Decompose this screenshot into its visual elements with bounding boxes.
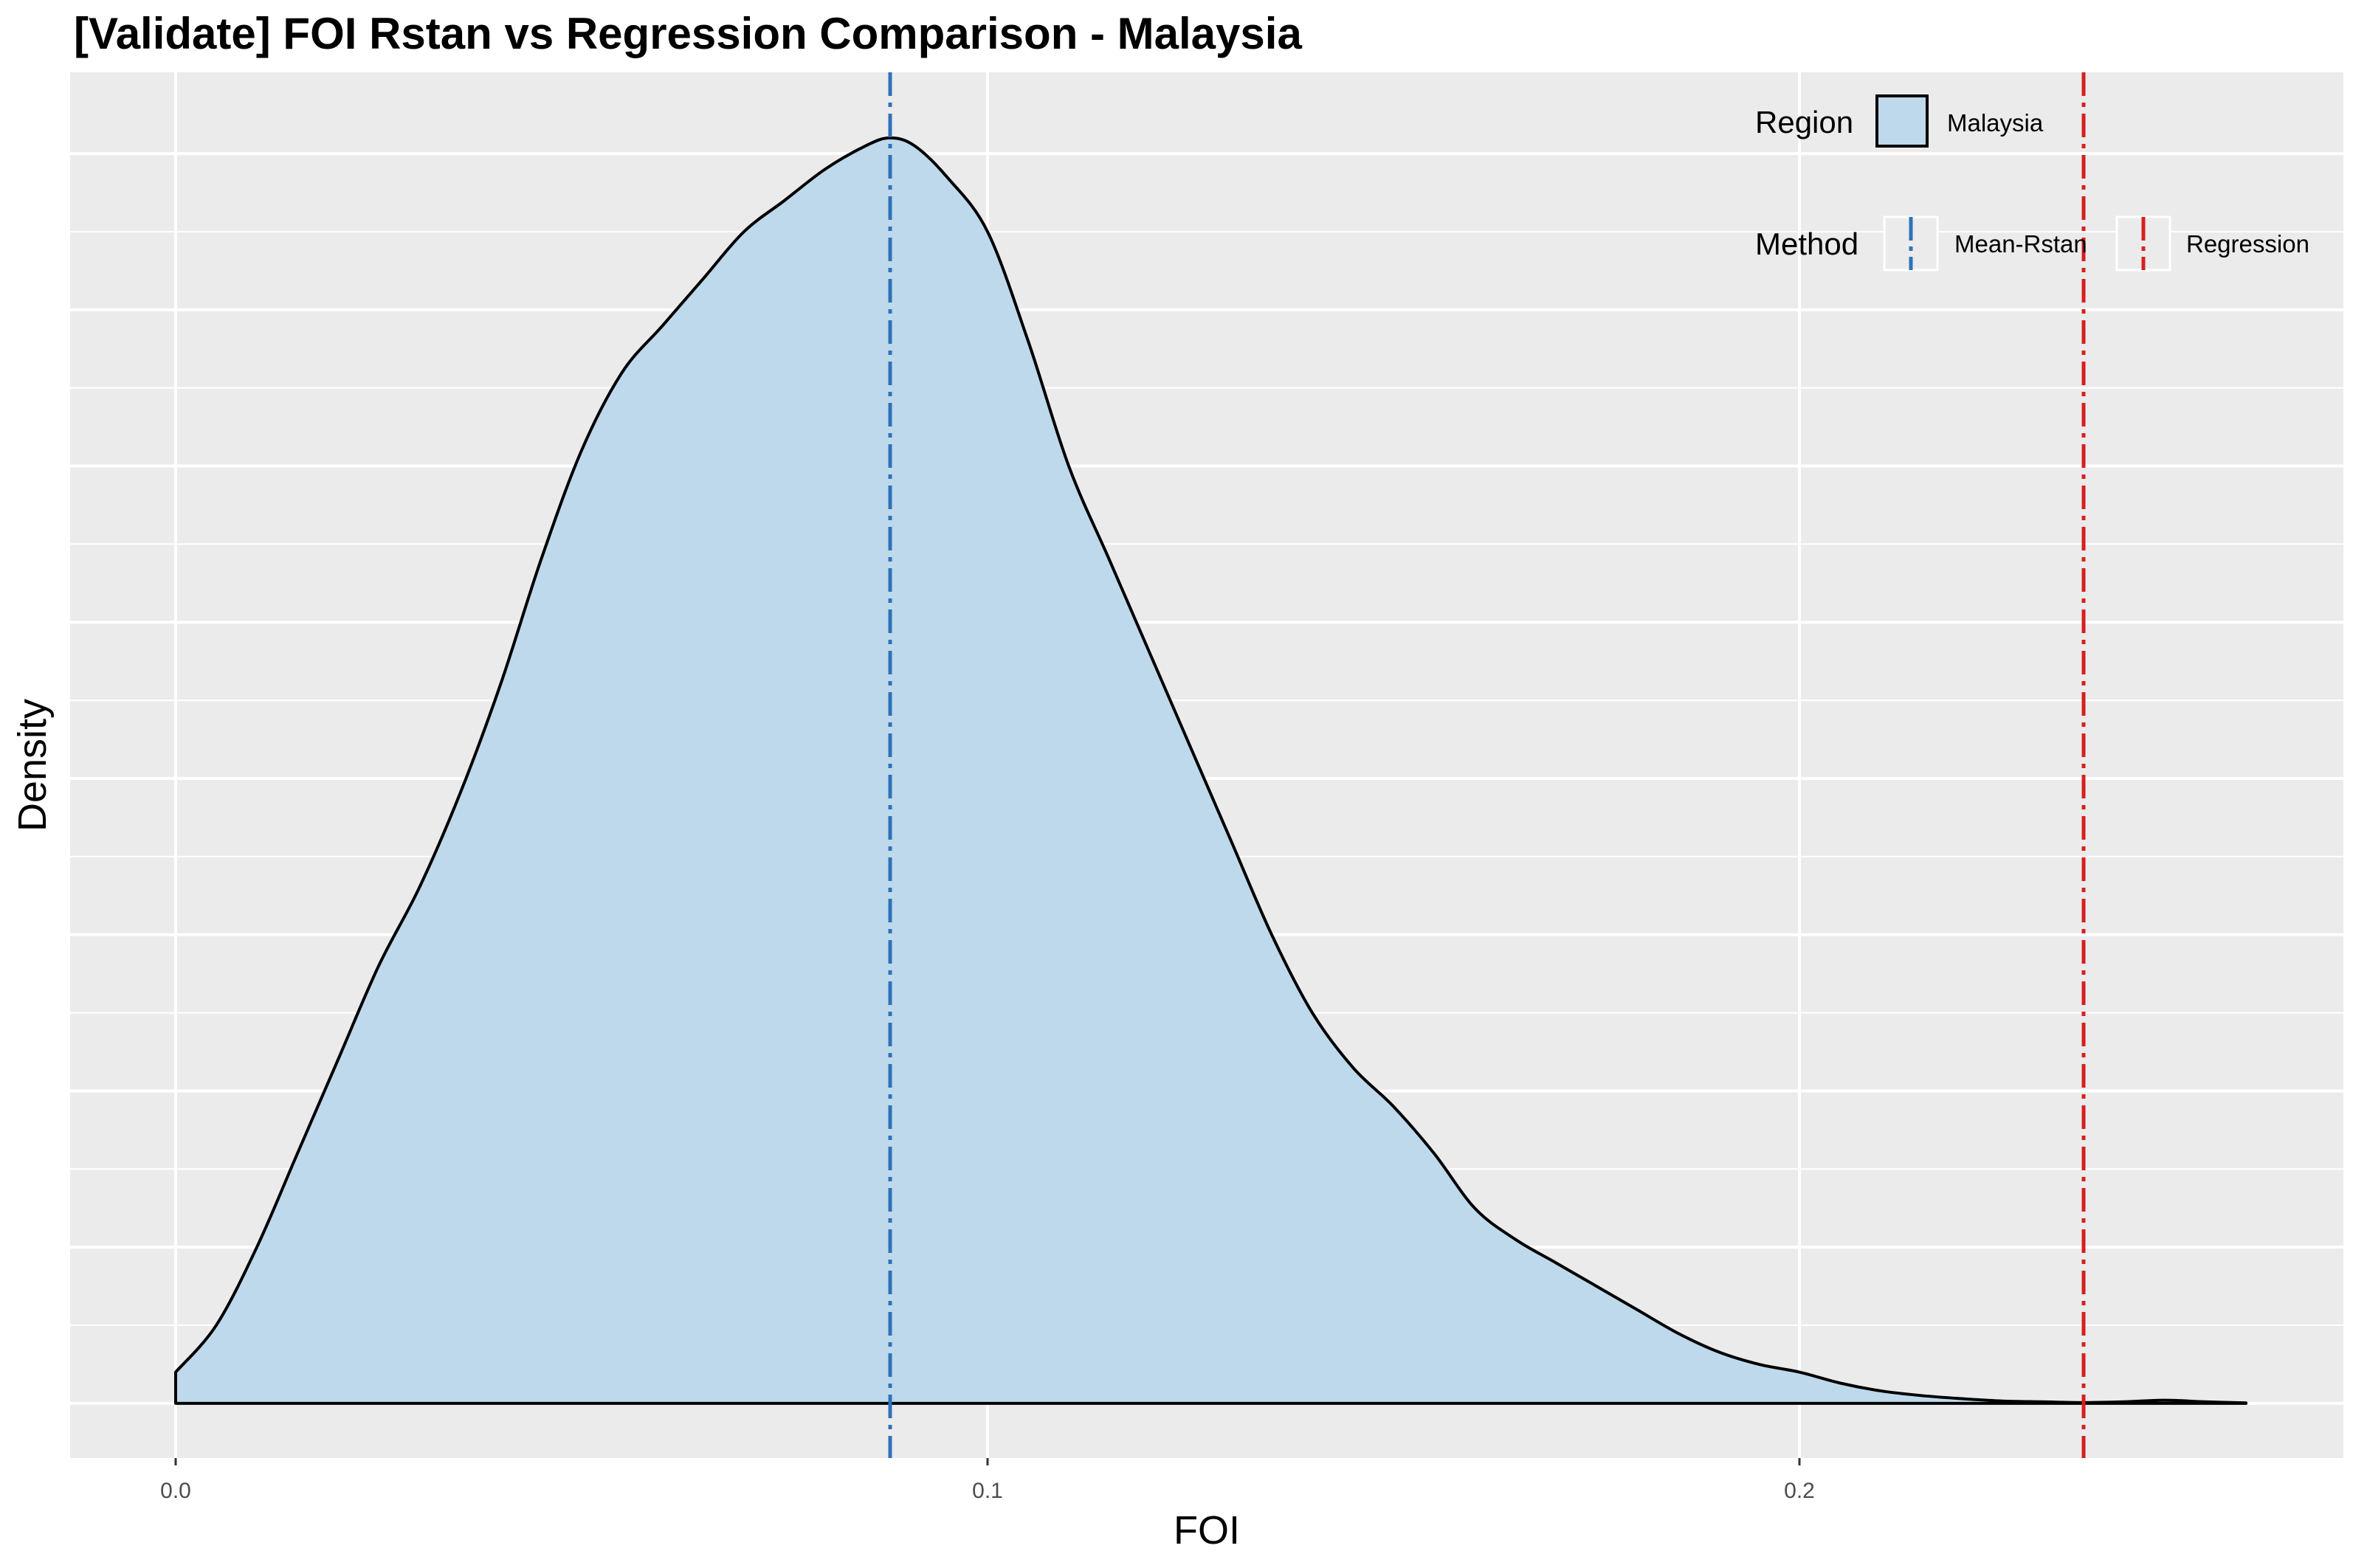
- x-tick-label: 0.0: [160, 1479, 191, 1503]
- legend-method-title: Method: [1755, 227, 1858, 261]
- x-axis-label: FOI: [1174, 1508, 1240, 1553]
- y-axis-label: Density: [10, 699, 55, 832]
- x-tick-label: 0.1: [972, 1479, 1003, 1503]
- x-axis-ticks: 0.0 0.1 0.2: [160, 1458, 1815, 1503]
- legend-region-swatch: [1875, 94, 1929, 148]
- x-tick-label: 0.2: [1784, 1479, 1815, 1503]
- density-layer: [174, 136, 2247, 1405]
- legend-regression-label: Regression: [2186, 230, 2309, 258]
- density-area-malaysia: [174, 136, 2247, 1405]
- legend-region-label: Malaysia: [1947, 109, 2044, 137]
- chart-title: [Validate] FOI Rstan vs Regression Compa…: [74, 9, 1302, 58]
- legend-region-title: Region: [1755, 105, 1853, 139]
- legend-mean-rstan-label: Mean-Rstan: [1954, 230, 2087, 258]
- method-lines: [888, 72, 2086, 1458]
- legend: Region Malaysia Method Mean-Rstan Regres…: [1755, 94, 2309, 272]
